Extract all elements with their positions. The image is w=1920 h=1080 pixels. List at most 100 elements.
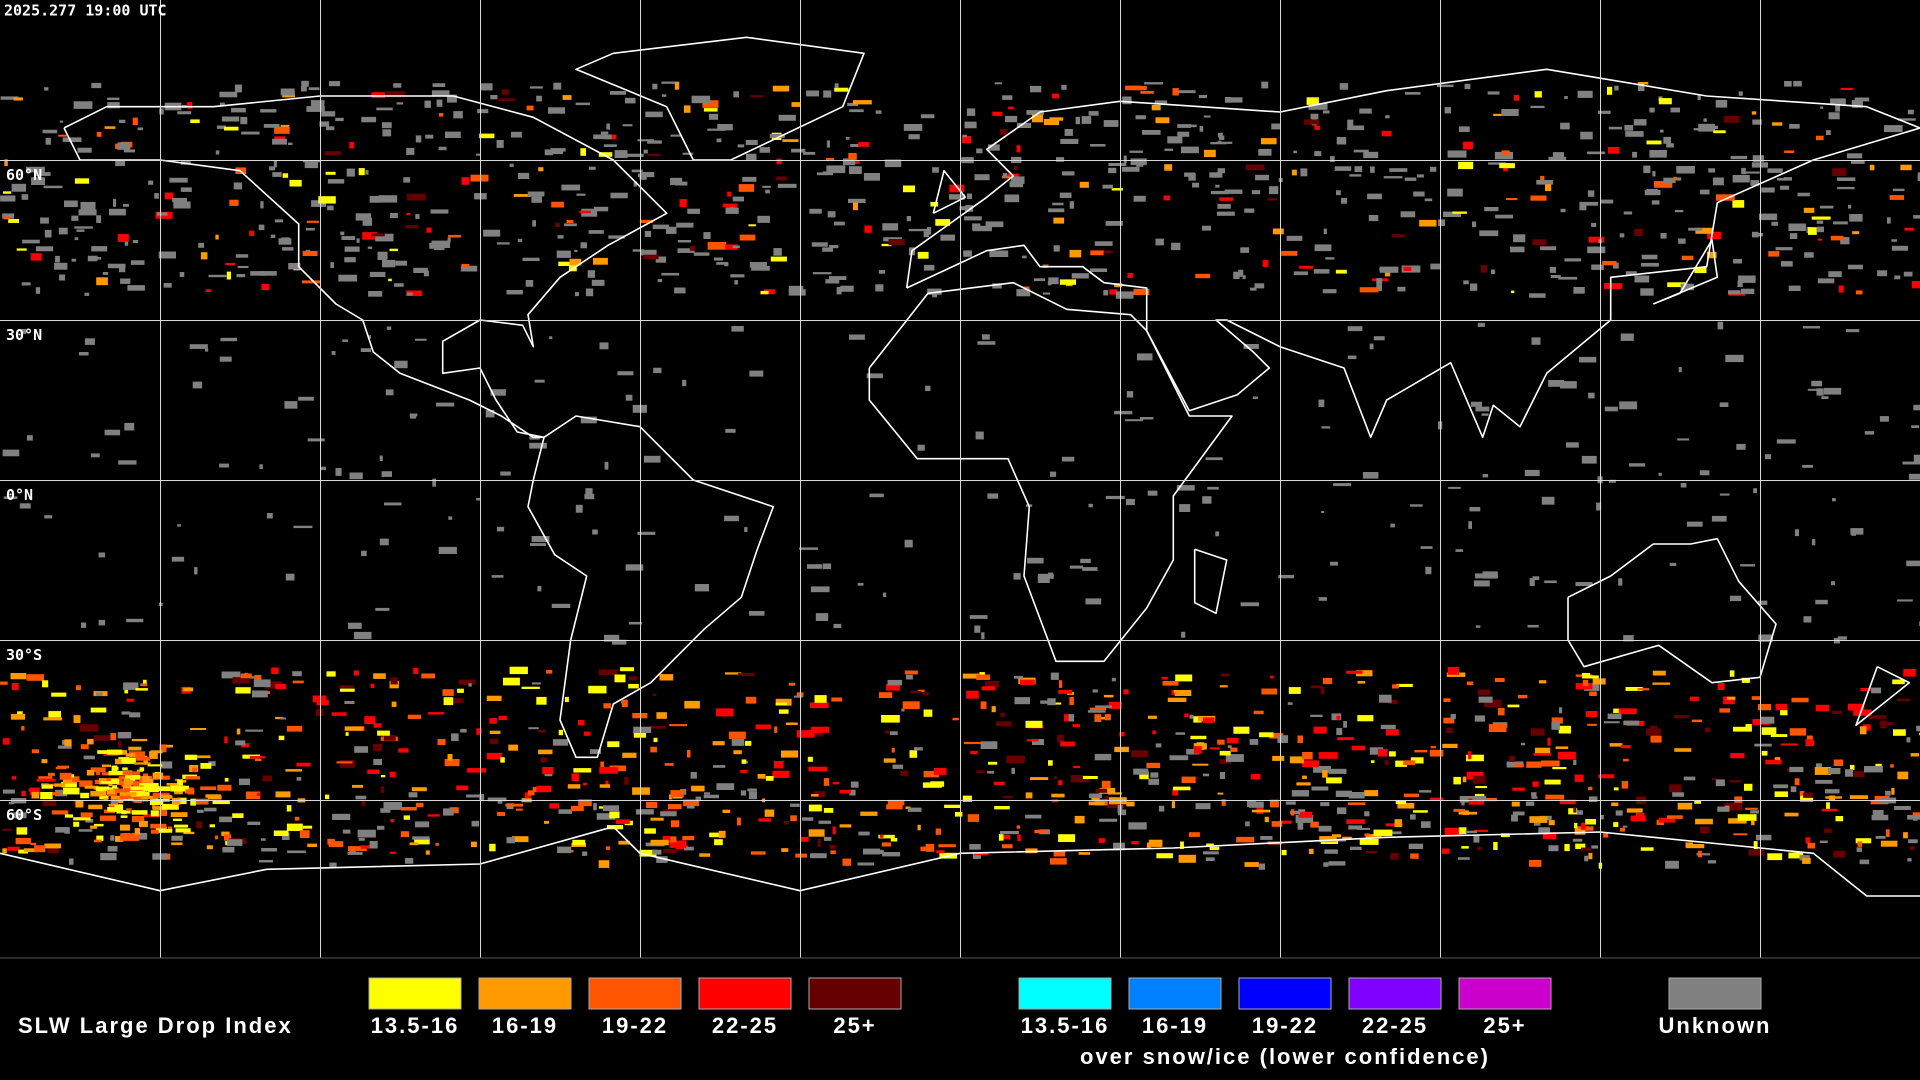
cloud-pixel [1552, 152, 1564, 158]
cloud-pixel [1188, 173, 1196, 181]
cloud-pixel [383, 802, 402, 810]
cloud-pixel [1308, 103, 1328, 110]
cloud-pixel [976, 770, 985, 773]
cloud-pixel [1666, 143, 1674, 148]
cloud-pixel [131, 738, 148, 742]
cloud-pixel [886, 684, 900, 691]
cloud-pixel [980, 741, 998, 749]
cloud-pixel [702, 100, 719, 108]
cloud-pixel [553, 82, 562, 90]
cloud-pixel [174, 778, 180, 782]
cloud-pixel [1726, 696, 1736, 700]
cloud-pixel [903, 124, 923, 131]
cloud-pixel [1040, 700, 1051, 704]
cloud-pixel [1811, 216, 1831, 220]
cloud-pixel [1359, 838, 1379, 845]
cloud-pixel [427, 712, 444, 715]
cloud-pixel [48, 711, 61, 718]
cloud-pixel [120, 833, 140, 841]
cloud-pixel [69, 858, 74, 865]
cloud-pixel [917, 824, 921, 831]
cloud-pixel [10, 713, 26, 720]
cloud-pixel [1011, 176, 1025, 184]
cloud-pixel [1613, 787, 1619, 791]
cloud-pixel [558, 729, 563, 736]
cloud-pixel [1728, 290, 1741, 295]
cloud-pixel [55, 789, 68, 797]
cloud-pixel [193, 798, 209, 805]
cloud-pixel [1879, 416, 1889, 422]
cloud-pixel [987, 144, 1000, 151]
cloud-pixel [427, 814, 440, 817]
cloud-pixel [260, 109, 277, 113]
cloud-pixel [407, 193, 426, 201]
cloud-pixel [1111, 188, 1123, 191]
cloud-pixel [536, 785, 552, 793]
cloud-pixel [796, 730, 815, 738]
cloud-pixel [1219, 750, 1231, 756]
cloud-pixel [127, 285, 145, 291]
cloud-pixel [1291, 809, 1295, 816]
cloud-pixel [834, 87, 849, 92]
cloud-pixel [1050, 471, 1057, 477]
cloud-pixel [30, 253, 42, 261]
cloud-pixel [117, 234, 129, 242]
cloud-pixel [73, 715, 81, 723]
cloud-pixel [132, 240, 139, 243]
cloud-pixel [382, 259, 396, 268]
cloud-pixel [603, 805, 619, 812]
cloud-pixel [708, 113, 719, 120]
cloud-pixel [823, 778, 830, 786]
cloud-pixel [1458, 857, 1470, 860]
cloud-pixel [1827, 768, 1841, 775]
cloud-pixel [1621, 745, 1631, 749]
cloud-pixel [1552, 767, 1567, 770]
cloud-pixel [1158, 805, 1165, 812]
cloud-pixel [1510, 246, 1525, 253]
cloud-pixel [286, 823, 303, 831]
cloud-pixel [1328, 768, 1347, 774]
cloud-pixel [335, 117, 344, 122]
cloud-pixel [1322, 110, 1330, 114]
cloud-pixel [1141, 130, 1161, 135]
cloud-pixel [758, 818, 771, 822]
cloud-pixel [1781, 261, 1793, 267]
cloud-pixel [684, 846, 694, 851]
cloud-pixel [1912, 812, 1920, 816]
cloud-pixel [1013, 573, 1021, 580]
cloud-pixel [1115, 291, 1134, 299]
cloud-pixel [232, 813, 244, 818]
cloud-pixel [1140, 90, 1154, 94]
cloud-pixel [818, 820, 831, 824]
cloud-pixel [3, 216, 11, 220]
cloud-pixel [1903, 832, 1908, 839]
cloud-pixel [1227, 745, 1232, 749]
cloud-pixel [614, 150, 628, 158]
cloud-pixel [1625, 131, 1644, 137]
cloud-pixel [1531, 796, 1538, 799]
cloud-pixel [1623, 211, 1633, 215]
cloud-pixel [1598, 774, 1615, 779]
cloud-pixel [506, 837, 515, 844]
cloud-pixel [1069, 565, 1083, 569]
cloud-pixel [1308, 848, 1314, 854]
cloud-pixel [275, 716, 284, 720]
cloud-pixel [1030, 777, 1049, 780]
coastline [932, 169, 967, 215]
cloud-pixel [782, 139, 799, 142]
cloud-pixel [1733, 726, 1752, 732]
cloud-pixel [981, 686, 996, 691]
cloud-pixel [505, 803, 524, 807]
cloud-pixel [1587, 190, 1595, 197]
cloud-pixel [1336, 727, 1343, 736]
cloud-pixel [1676, 177, 1682, 181]
cloud-pixel [1536, 180, 1554, 185]
cloud-pixel [532, 220, 536, 227]
cloud-pixel [527, 191, 545, 197]
cloud-pixel [90, 790, 106, 797]
cloud-pixel [1071, 273, 1089, 279]
cloud-pixel [1560, 122, 1570, 130]
cloud-pixel [1394, 819, 1402, 828]
cloud-pixel [1000, 831, 1019, 835]
cloud-pixel [1712, 777, 1717, 780]
